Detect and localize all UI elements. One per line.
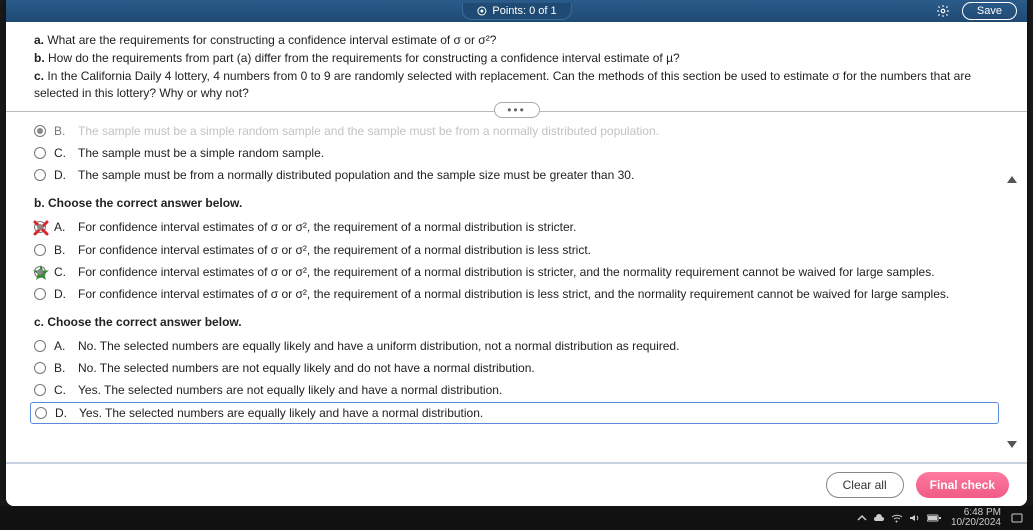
topbar: Points: 0 of 1 Save bbox=[6, 0, 1027, 22]
radio-icon[interactable] bbox=[34, 362, 46, 374]
option-b-C[interactable]: C. For confidence interval estimates of … bbox=[34, 261, 999, 283]
radio-icon[interactable] bbox=[34, 244, 46, 256]
taskbar-clock[interactable]: 6:48 PM 10/20/2024 bbox=[951, 508, 1001, 528]
option-letter: D. bbox=[54, 167, 70, 183]
correct-star-icon bbox=[32, 264, 50, 282]
scroll-up-icon[interactable] bbox=[1007, 176, 1017, 183]
radio-icon[interactable] bbox=[34, 288, 46, 300]
scroll-down-icon[interactable] bbox=[1007, 441, 1017, 448]
option-letter: C. bbox=[54, 382, 70, 398]
radio-icon[interactable] bbox=[34, 169, 46, 181]
option-letter: B. bbox=[54, 123, 70, 139]
expand-button[interactable]: ••• bbox=[494, 102, 540, 118]
save-button[interactable]: Save bbox=[962, 2, 1017, 20]
battery-icon[interactable] bbox=[927, 514, 941, 522]
option-text: For confidence interval estimates of σ o… bbox=[78, 286, 949, 302]
part-c-head: c. Choose the correct answer below. bbox=[34, 315, 999, 329]
option-text: For confidence interval estimates of σ o… bbox=[78, 264, 935, 280]
radio-icon[interactable] bbox=[35, 407, 47, 419]
final-check-button[interactable]: Final check bbox=[916, 472, 1009, 498]
points-pill: Points: 0 of 1 bbox=[461, 3, 571, 20]
points-label: Points: 0 of 1 bbox=[492, 5, 556, 17]
volume-icon[interactable] bbox=[909, 513, 921, 523]
cloud-icon[interactable] bbox=[873, 513, 885, 523]
option-c-B[interactable]: B. No. The selected numbers are not equa… bbox=[34, 357, 999, 379]
clear-all-button[interactable]: Clear all bbox=[826, 472, 904, 498]
stem-b-label: b. bbox=[34, 51, 45, 65]
option-letter: C. bbox=[54, 145, 70, 161]
clock-date: 10/20/2024 bbox=[951, 518, 1001, 528]
stem-a-label: a. bbox=[34, 33, 44, 47]
radio-icon[interactable] bbox=[34, 221, 46, 233]
target-icon bbox=[476, 6, 486, 16]
option-text: Yes. The selected numbers are not equall… bbox=[78, 382, 502, 398]
option-letter: A. bbox=[54, 338, 70, 354]
option-a-B[interactable]: B. The sample must be a simple random sa… bbox=[34, 120, 999, 142]
footer-bar: Clear all Final check bbox=[6, 462, 1027, 506]
quiz-window: Points: 0 of 1 Save a. What are the requ… bbox=[6, 0, 1027, 506]
option-text: The sample must be a simple random sampl… bbox=[78, 145, 324, 161]
stem-c-text: In the California Daily 4 lottery, 4 num… bbox=[34, 69, 971, 99]
gear-icon[interactable] bbox=[936, 4, 950, 18]
option-b-A[interactable]: A. For confidence interval estimates of … bbox=[34, 216, 999, 238]
radio-icon[interactable] bbox=[34, 340, 46, 352]
radio-icon[interactable] bbox=[34, 125, 46, 137]
stem-c-label: c. bbox=[34, 69, 44, 83]
option-text: Yes. The selected numbers are equally li… bbox=[79, 405, 483, 421]
option-c-C[interactable]: C. Yes. The selected numbers are not equ… bbox=[34, 379, 999, 401]
option-c-A[interactable]: A. No. The selected numbers are equally … bbox=[34, 335, 999, 357]
radio-icon[interactable] bbox=[34, 266, 46, 278]
chevron-up-icon[interactable] bbox=[857, 513, 867, 523]
option-text: The sample must be a simple random sampl… bbox=[78, 123, 659, 139]
option-text: For confidence interval estimates of σ o… bbox=[78, 242, 591, 258]
option-text: No. The selected numbers are not equally… bbox=[78, 360, 535, 376]
stem-b-text: How do the requirements from part (a) di… bbox=[48, 51, 680, 65]
option-b-B[interactable]: B. For confidence interval estimates of … bbox=[34, 239, 999, 261]
option-letter: B. bbox=[54, 360, 70, 376]
option-a-C[interactable]: C. The sample must be a simple random sa… bbox=[34, 142, 999, 164]
option-text: The sample must be from a normally distr… bbox=[78, 167, 634, 183]
stem-a-text: What are the requirements for constructi… bbox=[47, 33, 496, 47]
option-c-D[interactable]: D. Yes. The selected numbers are equally… bbox=[30, 402, 999, 424]
divider: ••• bbox=[6, 111, 1027, 112]
windows-taskbar: 6:48 PM 10/20/2024 bbox=[0, 506, 1033, 530]
option-b-D[interactable]: D. For confidence interval estimates of … bbox=[34, 283, 999, 305]
option-letter: D. bbox=[54, 286, 70, 302]
option-letter: D. bbox=[55, 405, 71, 421]
notification-icon[interactable] bbox=[1011, 512, 1023, 524]
wrong-x-icon bbox=[32, 219, 50, 237]
option-text: No. The selected numbers are equally lik… bbox=[78, 338, 679, 354]
question-stem: a. What are the requirements for constru… bbox=[34, 32, 999, 101]
option-a-D[interactable]: D. The sample must be from a normally di… bbox=[34, 164, 999, 186]
part-b-head: b. Choose the correct answer below. bbox=[34, 196, 999, 210]
system-tray[interactable] bbox=[857, 513, 941, 523]
radio-icon[interactable] bbox=[34, 147, 46, 159]
option-text: For confidence interval estimates of σ o… bbox=[78, 219, 576, 235]
option-letter: B. bbox=[54, 242, 70, 258]
option-letter: A. bbox=[54, 219, 70, 235]
content-area: a. What are the requirements for constru… bbox=[6, 22, 1027, 506]
option-letter: C. bbox=[54, 264, 70, 280]
radio-icon[interactable] bbox=[34, 384, 46, 396]
wifi-icon[interactable] bbox=[891, 513, 903, 523]
